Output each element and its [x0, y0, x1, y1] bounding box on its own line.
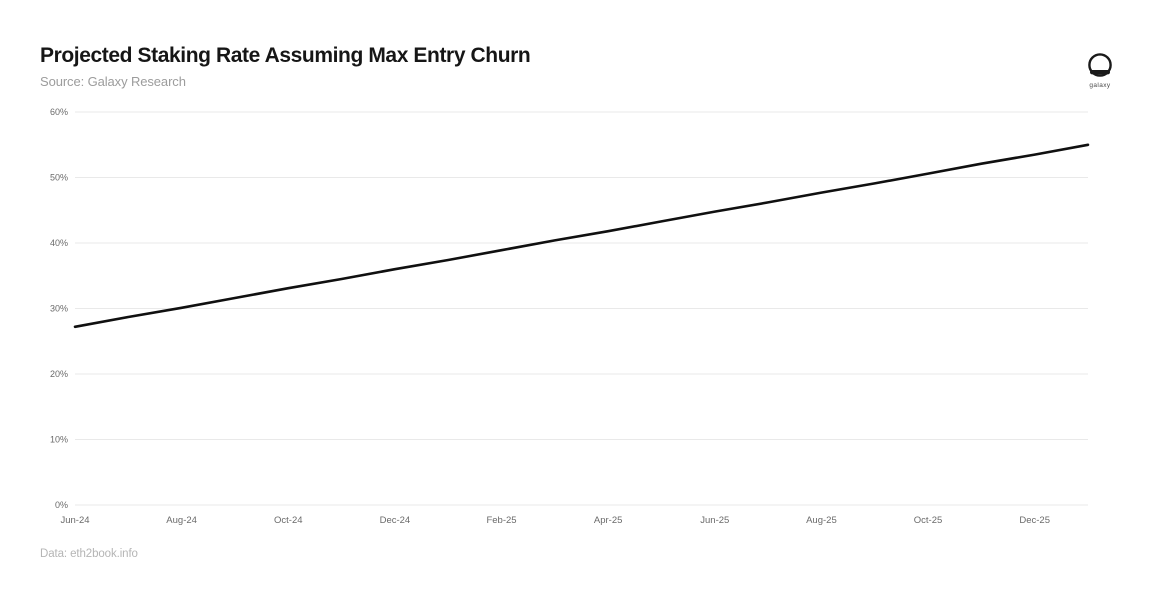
x-tick-label: Feb-25 [486, 515, 516, 526]
galaxy-logo: galaxy [1078, 52, 1122, 89]
x-tick-label: Oct-25 [914, 515, 943, 526]
x-tick-label: Dec-25 [1019, 515, 1050, 526]
x-tick-label: Jun-24 [60, 515, 89, 526]
y-tick-label: 10% [50, 435, 68, 445]
y-tick-label: 50% [50, 173, 68, 183]
y-tick-label: 60% [50, 107, 68, 117]
data-attribution: Data: eth2book.info [40, 548, 138, 560]
x-tick-label: Jun-25 [700, 515, 729, 526]
y-tick-label: 40% [50, 238, 68, 248]
x-tick-label: Apr-25 [594, 515, 623, 526]
galaxy-logo-label: galaxy [1089, 82, 1111, 89]
galaxy-logo-icon [1088, 53, 1112, 77]
x-tick-label: Dec-24 [380, 515, 411, 526]
x-tick-label: Aug-25 [806, 515, 837, 526]
y-tick-label: 30% [50, 304, 68, 314]
chart-subtitle: Source: Galaxy Research [40, 74, 186, 89]
x-tick-label: Aug-24 [166, 515, 197, 526]
y-tick-label: 20% [50, 369, 68, 379]
y-tick-label: 0% [55, 500, 68, 510]
x-tick-label: Oct-24 [274, 515, 303, 526]
chart-title: Projected Staking Rate Assuming Max Entr… [40, 44, 531, 67]
line-series [73, 143, 1090, 329]
